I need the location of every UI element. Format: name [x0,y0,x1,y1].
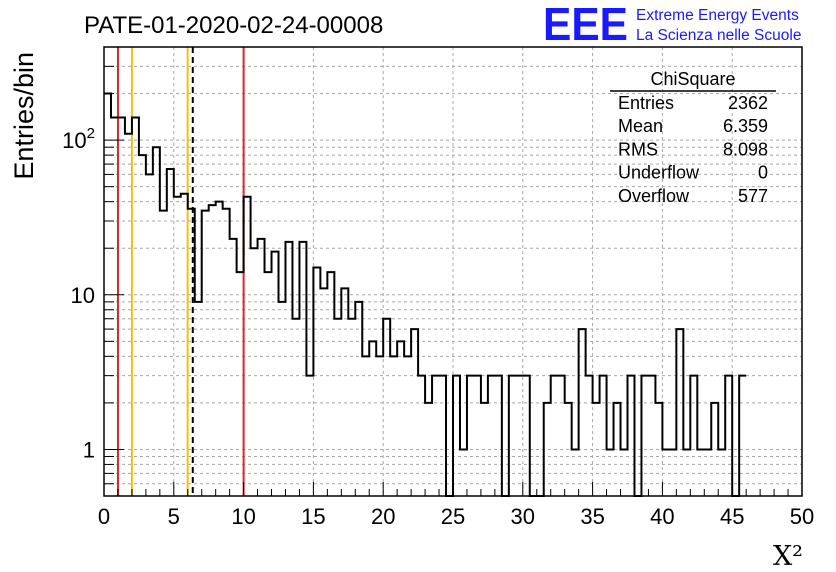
stats-rows: Entries 2362 Mean 6.359 RMS 8.098 Underflow 0 Ov… [618,93,768,206]
x-tick-label: 20 [371,504,395,529]
x-axis-label: X² [773,541,803,572]
x-tick-label: 35 [580,504,604,529]
chart-title: PATE-01-2020-02-24-00008 [84,12,383,39]
axis-ticks: 0 5 10 15 20 25 30 35 40 45 50 1 10 102 [62,46,814,529]
stats-value: 2362 [728,93,768,113]
x-tick-label: 45 [720,504,744,529]
x-tick-label: 50 [790,504,814,529]
stats-label: Mean [618,116,663,136]
x-tick-label: 15 [301,504,325,529]
stats-value: 0 [758,163,768,183]
stats-label: Underflow [618,163,700,183]
logo-mark: EEE [543,0,628,50]
eee-logo: EEE Extreme Energy Events La Scienza nel… [543,0,801,50]
stats-label: Entries [618,93,674,113]
logo-line-1: Extreme Energy Events [636,7,799,24]
y-tick-label: 1 [83,437,95,462]
stats-label: Overflow [618,186,690,206]
stats-box: ChiSquare Entries 2362 Mean 6.359 RMS 8.098 Un… [610,69,776,206]
y-tick-label: 10 [71,283,95,308]
histogram-series [104,92,747,497]
x-tick-label: 5 [168,504,180,529]
stats-title: ChiSquare [650,69,735,89]
stats-value: 577 [738,186,768,206]
reference-lines [116,47,245,496]
stats-value: 8.098 [723,139,768,159]
stats-label: RMS [618,139,658,159]
x-tick-label: 0 [98,504,110,529]
x-tick-label: 40 [650,504,674,529]
logo-line-2: La Scienza nelle Scuole [636,27,801,44]
stats-value: 6.359 [723,116,768,136]
x-tick-label: 10 [231,504,255,529]
x-tick-label: 25 [441,504,465,529]
x-tick-label: 30 [511,504,535,529]
y-axis-label: Entries/bin [9,52,39,180]
y-tick-label: 102 [62,125,95,153]
